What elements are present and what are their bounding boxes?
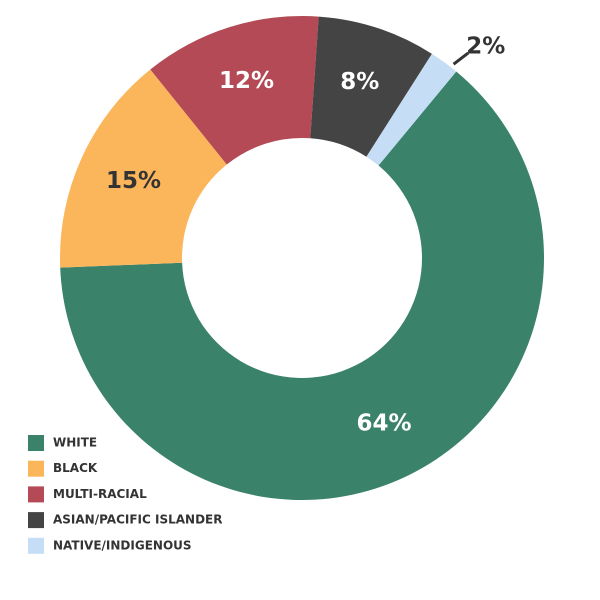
data-label: 15% <box>106 168 161 194</box>
legend-label: WHITE <box>53 436 97 450</box>
donut-slice <box>60 71 545 501</box>
donut-slice <box>310 16 432 157</box>
data-label: 8% <box>340 69 379 95</box>
data-label: 64% <box>357 410 412 436</box>
legend-label: NATIVE/INDIGENOUS <box>53 538 192 552</box>
donut-slice <box>150 15 319 165</box>
legend-label: MULTI-RACIAL <box>53 487 147 501</box>
legend-swatch <box>28 537 44 554</box>
donut-slice <box>59 69 227 268</box>
legend-swatch <box>28 435 44 451</box>
legend-label: ASIAN/PACIFIC ISLANDER <box>53 513 223 527</box>
data-label: 12% <box>219 68 274 94</box>
legend-label: BLACK <box>53 461 98 475</box>
leader-line <box>452 51 470 66</box>
data-label: 2% <box>466 33 505 59</box>
donut-slice <box>366 53 457 166</box>
legend-swatch <box>28 460 44 477</box>
legend-swatch <box>28 486 44 503</box>
legend-swatch <box>28 512 44 529</box>
